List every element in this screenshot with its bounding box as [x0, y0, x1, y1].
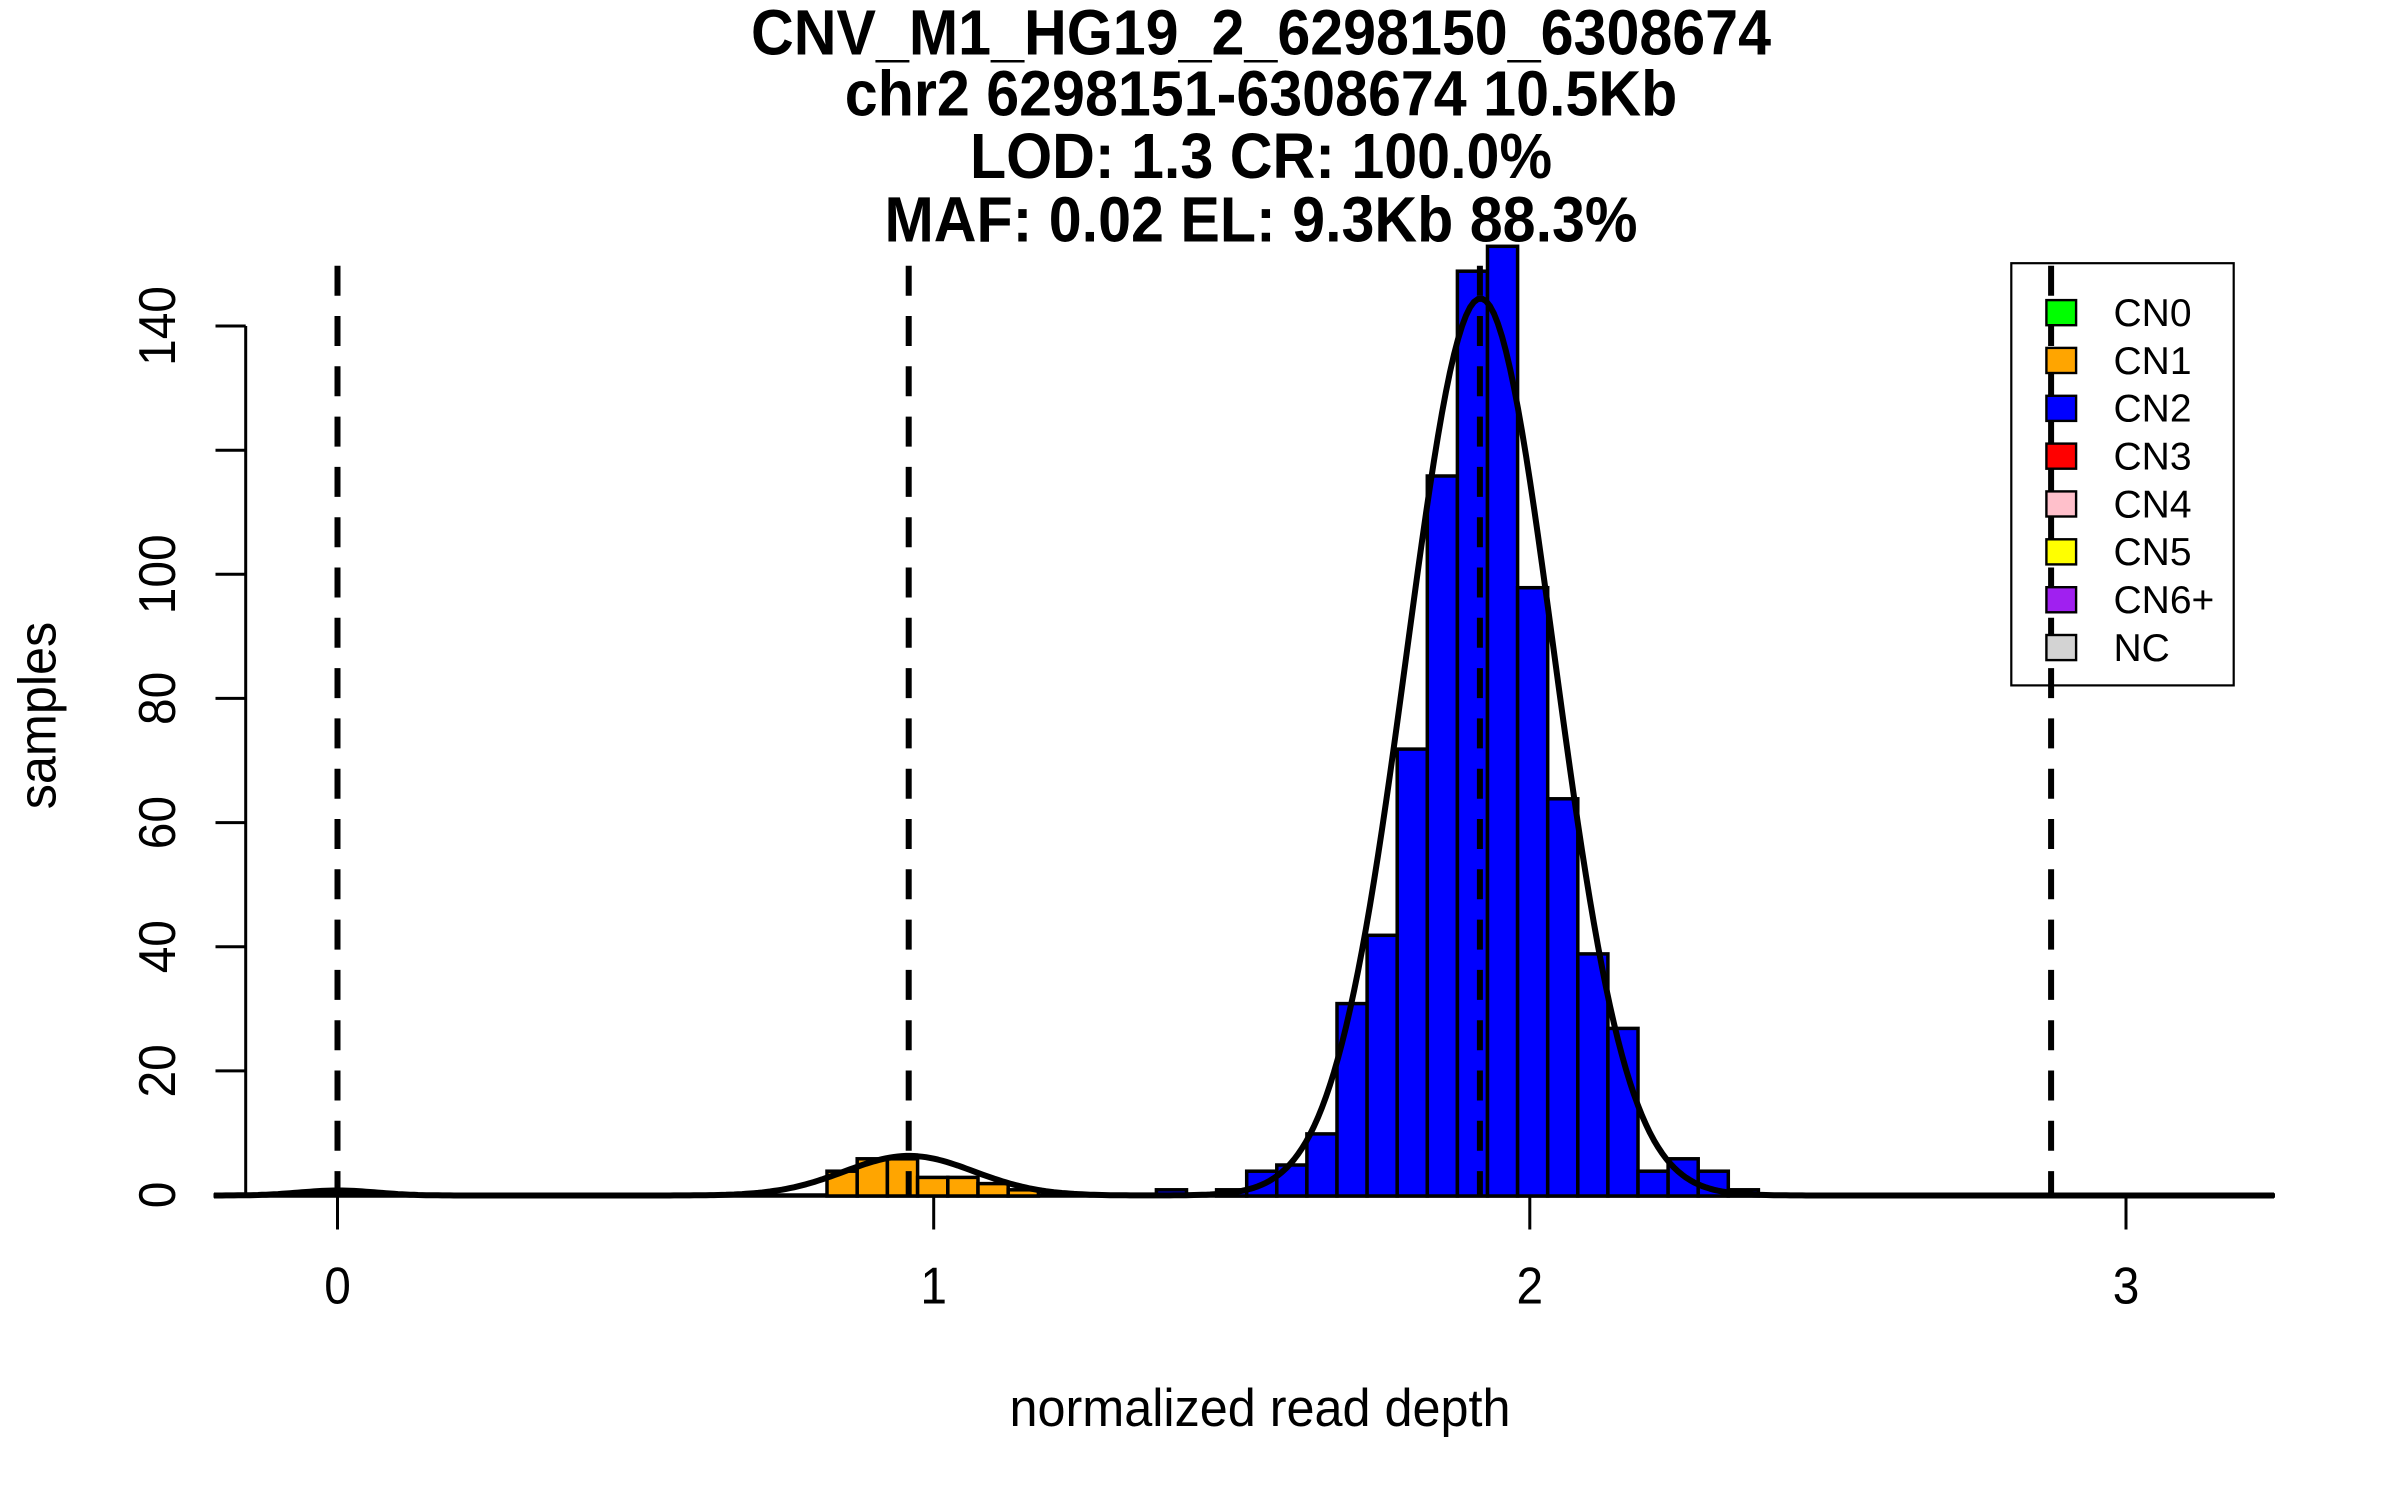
svg-text:NC: NC — [2114, 627, 2170, 670]
svg-text:20: 20 — [128, 1044, 186, 1097]
svg-text:0: 0 — [128, 1182, 186, 1209]
svg-text:2: 2 — [1516, 1257, 1543, 1315]
svg-text:140: 140 — [128, 286, 186, 366]
svg-text:MAF: 0.02 EL: 9.3Kb 88.3%: MAF: 0.02 EL: 9.3Kb 88.3% — [884, 184, 1637, 256]
svg-text:0: 0 — [324, 1257, 351, 1315]
svg-text:LOD: 1.3 CR: 100.0%: LOD: 1.3 CR: 100.0% — [970, 121, 1552, 193]
svg-text:CN4: CN4 — [2114, 483, 2192, 526]
svg-text:CN0: CN0 — [2114, 292, 2192, 335]
svg-text:samples: samples — [7, 622, 66, 809]
svg-text:CN6+: CN6+ — [2114, 579, 2215, 622]
svg-text:CN3: CN3 — [2114, 436, 2192, 479]
svg-text:CNV_M1_HG19_2_6298150_6308674: CNV_M1_HG19_2_6298150_6308674 — [751, 0, 1771, 69]
svg-text:chr2 6298151-6308674 10.5Kb: chr2 6298151-6308674 10.5Kb — [845, 58, 1677, 130]
svg-text:3: 3 — [2113, 1257, 2140, 1315]
svg-text:60: 60 — [128, 796, 186, 849]
svg-text:1: 1 — [920, 1257, 947, 1315]
svg-text:CN5: CN5 — [2114, 531, 2192, 574]
svg-text:CN2: CN2 — [2114, 388, 2192, 431]
svg-text:100: 100 — [128, 534, 186, 614]
svg-text:CN1: CN1 — [2114, 340, 2192, 383]
svg-text:80: 80 — [128, 672, 186, 725]
svg-text:40: 40 — [128, 920, 186, 973]
svg-text:normalized read depth: normalized read depth — [1010, 1378, 1511, 1437]
